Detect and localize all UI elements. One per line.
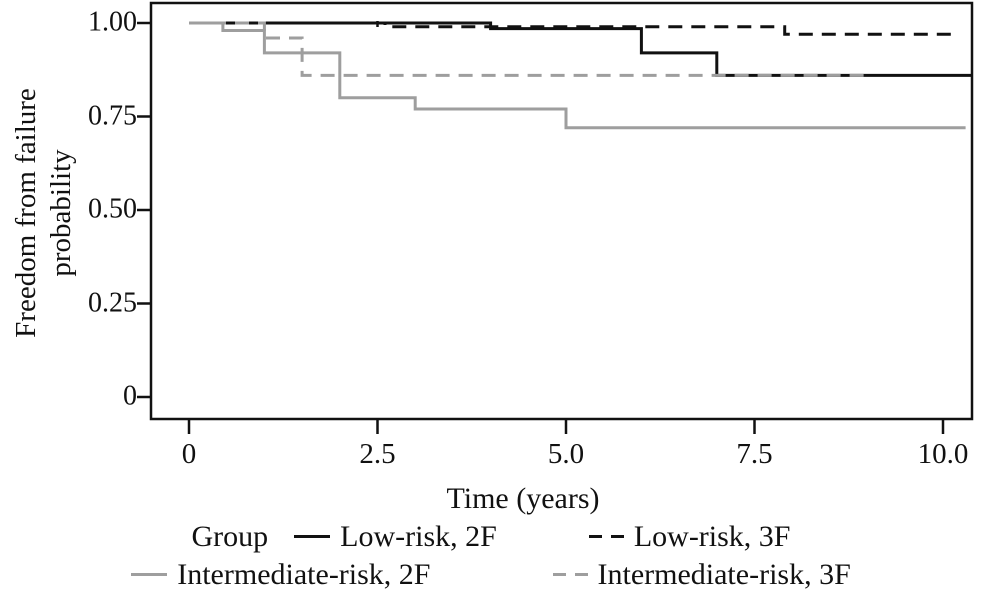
legend-item-label: Intermediate-risk, 3F	[597, 558, 851, 591]
legend-item-label: Low-risk, 3F	[633, 520, 791, 553]
y-tick-label: 0.50	[88, 193, 137, 225]
plot-border	[149, 1, 974, 421]
series-line-low-risk-3f	[189, 21, 959, 36]
legend-item-intermediate-risk-3f: Intermediate-risk, 3F	[552, 556, 851, 593]
y-axis-title-line1: Freedom from failure	[10, 88, 42, 338]
y-axis-title: Freedom from failure probability	[9, 88, 79, 338]
y-axis-title-line2: probability	[45, 149, 77, 277]
legend: Group Low-risk, 2F Low-risk, 3F Intermed…	[0, 518, 982, 593]
legend-row-2: Intermediate-risk, 2F Intermediate-risk,…	[131, 556, 851, 593]
dashed-black-line-icon	[588, 535, 624, 538]
series-line-intermediate-risk-2f	[189, 21, 966, 130]
solid-black-line-icon	[294, 535, 331, 538]
y-tick-label: 0.25	[88, 286, 137, 318]
legend-item-label: Low-risk, 2F	[340, 520, 497, 553]
x-tick-label: 5.0	[547, 438, 585, 470]
y-tick-label: 1.00	[88, 6, 137, 38]
legend-item-low-risk-2f: Low-risk, 2F	[294, 518, 497, 555]
legend-title: Group	[191, 520, 269, 553]
legend-item-label: Intermediate-risk, 2F	[177, 558, 431, 591]
dashed-gray-line-icon	[552, 573, 588, 576]
legend-item-intermediate-risk-2f: Intermediate-risk, 2F	[131, 556, 431, 593]
x-tick-label: 10.0	[917, 438, 969, 470]
y-tick-label: 0	[123, 380, 137, 412]
legend-row-1: Group Low-risk, 2F Low-risk, 3F	[192, 518, 791, 555]
y-tick-label: 0.75	[88, 99, 137, 131]
series-line-intermediate-risk-3f	[189, 21, 868, 77]
x-tick-label: 7.5	[736, 438, 773, 470]
legend-item-low-risk-3f: Low-risk, 3F	[588, 518, 791, 555]
x-tick-label: 2.5	[359, 438, 396, 470]
x-axis-title: Time (years)	[446, 482, 600, 515]
solid-gray-line-icon	[131, 573, 168, 576]
x-tick-label: 0	[181, 438, 197, 470]
series-line-low-risk-2f	[189, 21, 972, 77]
